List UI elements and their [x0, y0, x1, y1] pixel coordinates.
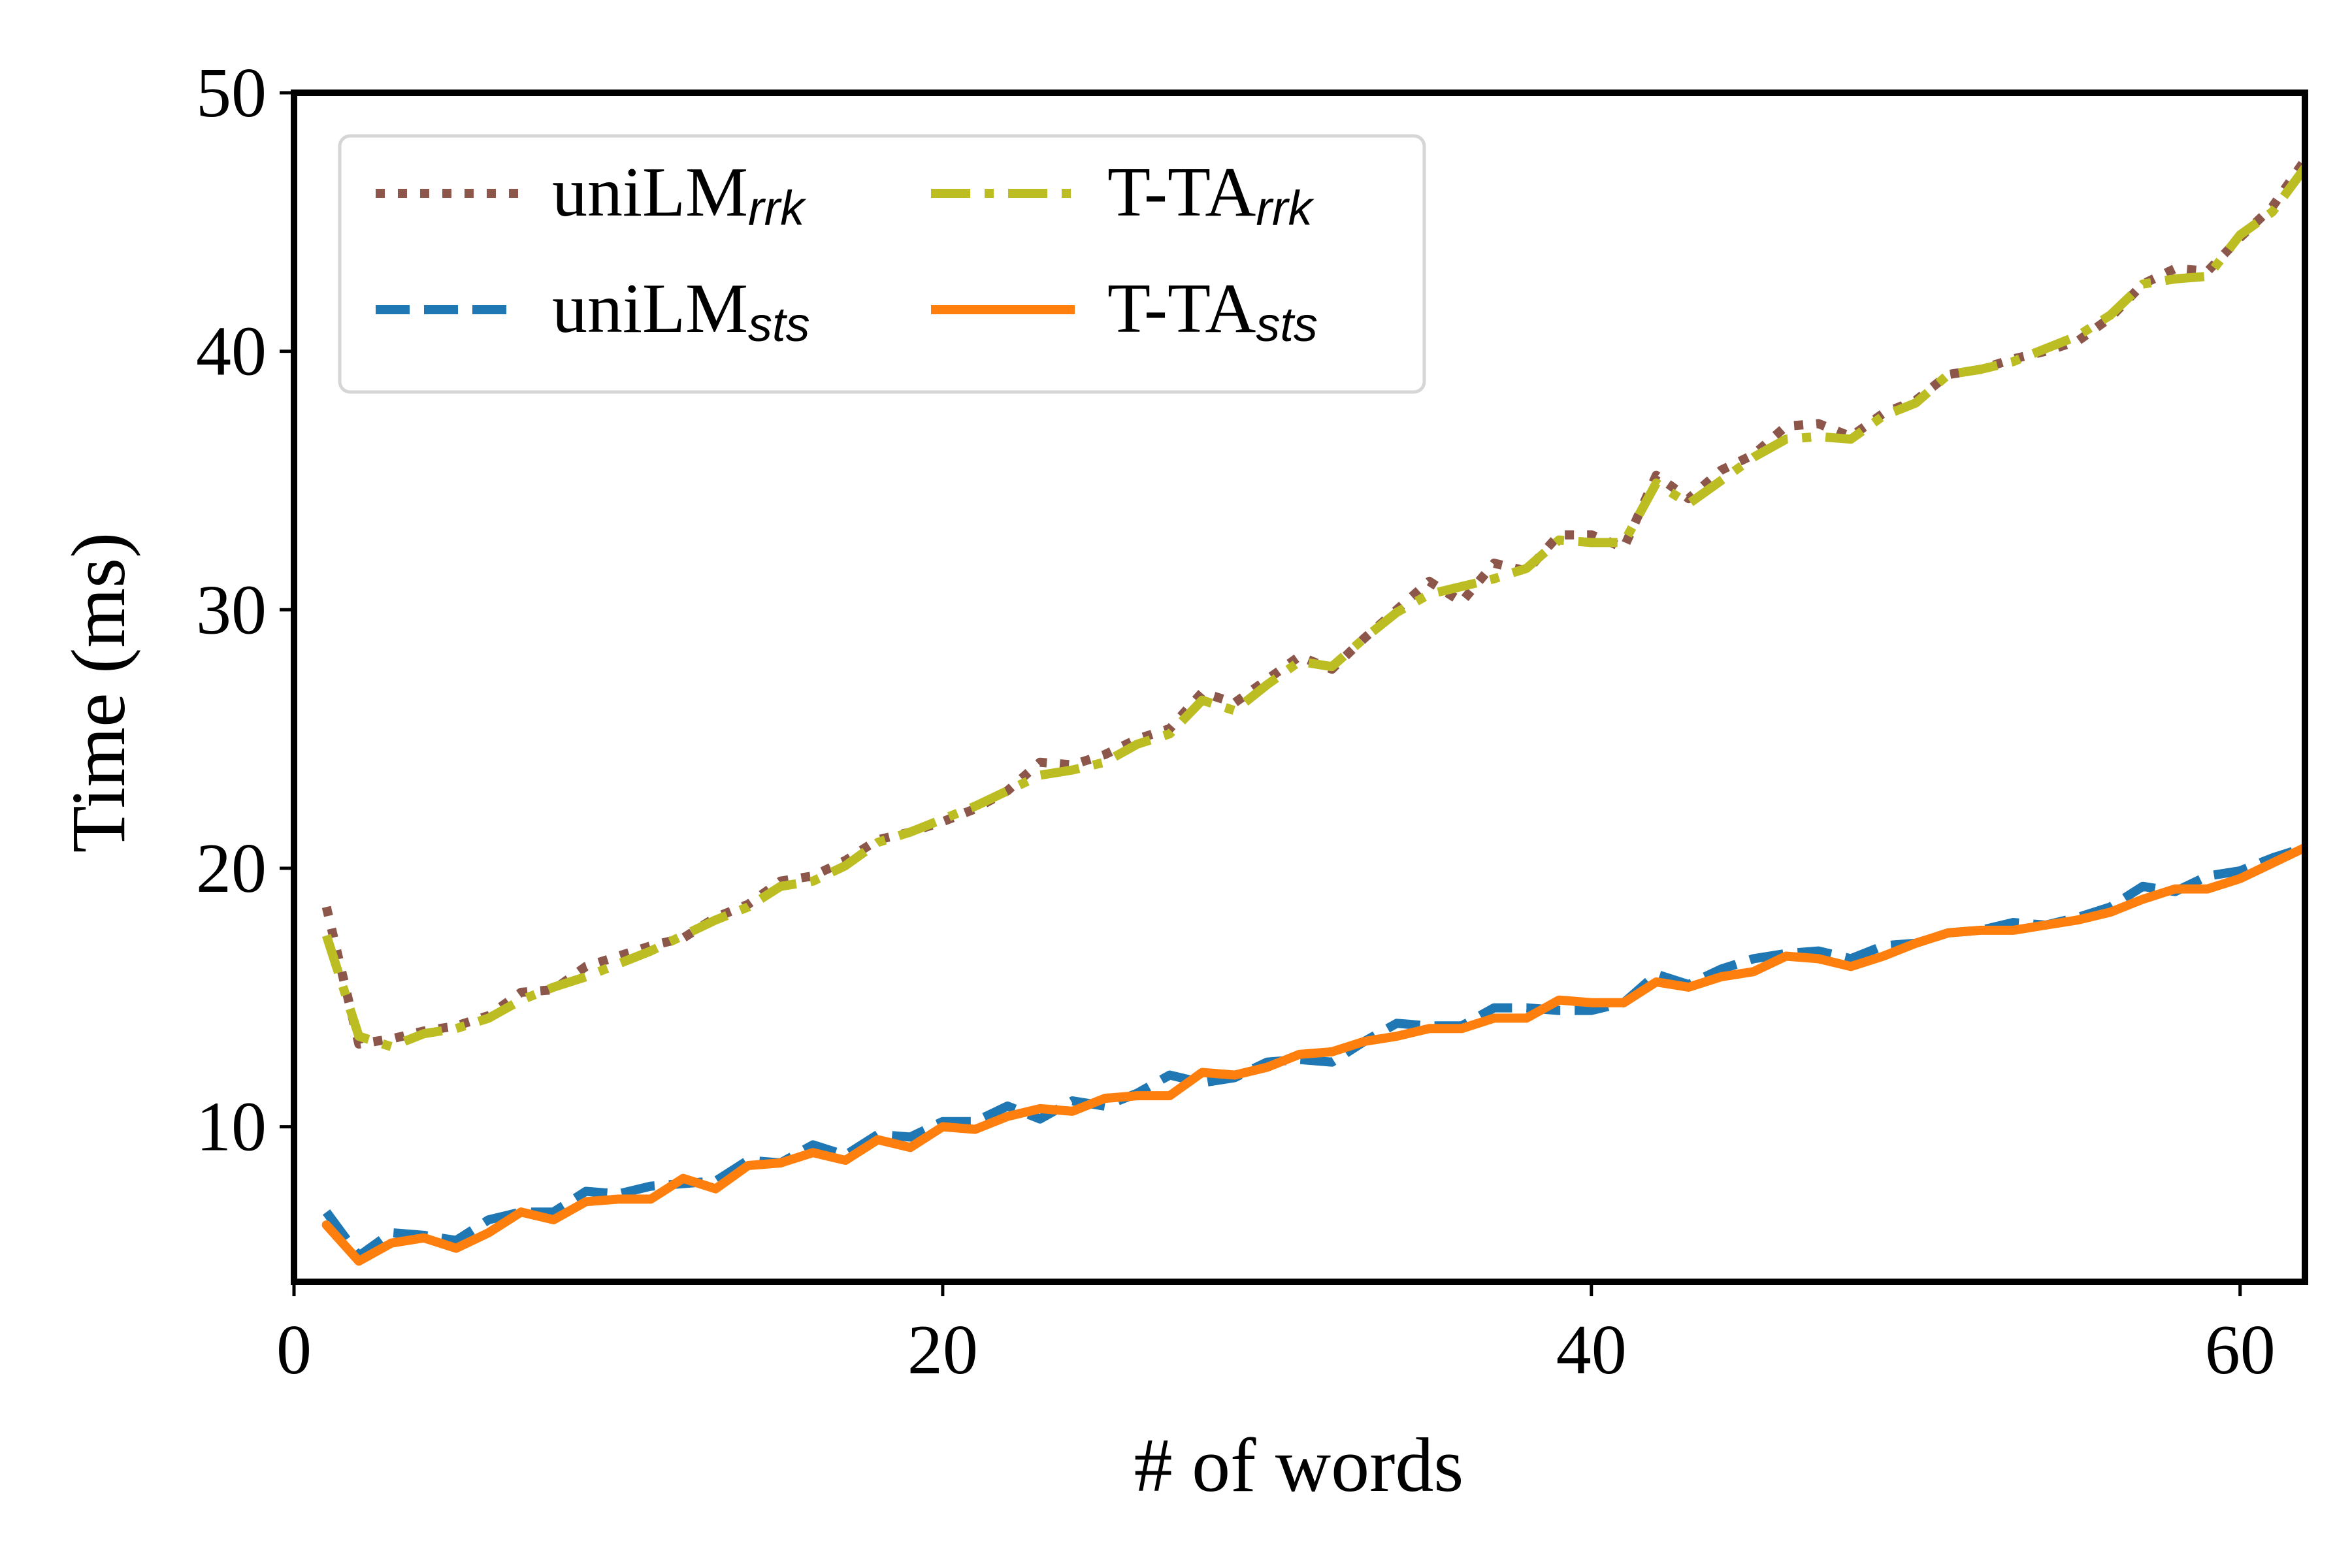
x-axis-title: # of words — [1134, 1422, 1464, 1508]
y-tick-label: 40 — [196, 313, 267, 391]
x-tick-label: 0 — [276, 1311, 312, 1389]
y-tick-label: 20 — [196, 830, 267, 907]
y-axis-title: Time (ms) — [56, 532, 141, 853]
ticks-layer: 0 20 40 60 10 20 30 40 50 — [196, 54, 2276, 1389]
series-layer — [321, 157, 2305, 1266]
x-tick-label: 40 — [1556, 1311, 1627, 1389]
x-tick-label: 60 — [2205, 1311, 2276, 1389]
y-tick-label: 30 — [196, 571, 267, 649]
legend-box — [338, 134, 1426, 394]
series-line-t-ta-sts — [321, 843, 2305, 1266]
y-tick-label: 10 — [196, 1088, 267, 1166]
plot-frame — [291, 90, 2308, 1285]
y-tick-label: 50 — [196, 54, 267, 132]
series-line-t-ta-rrk — [321, 165, 2305, 1051]
x-tick-label: 20 — [907, 1311, 978, 1389]
series-line-unilm-sts — [322, 843, 2305, 1261]
